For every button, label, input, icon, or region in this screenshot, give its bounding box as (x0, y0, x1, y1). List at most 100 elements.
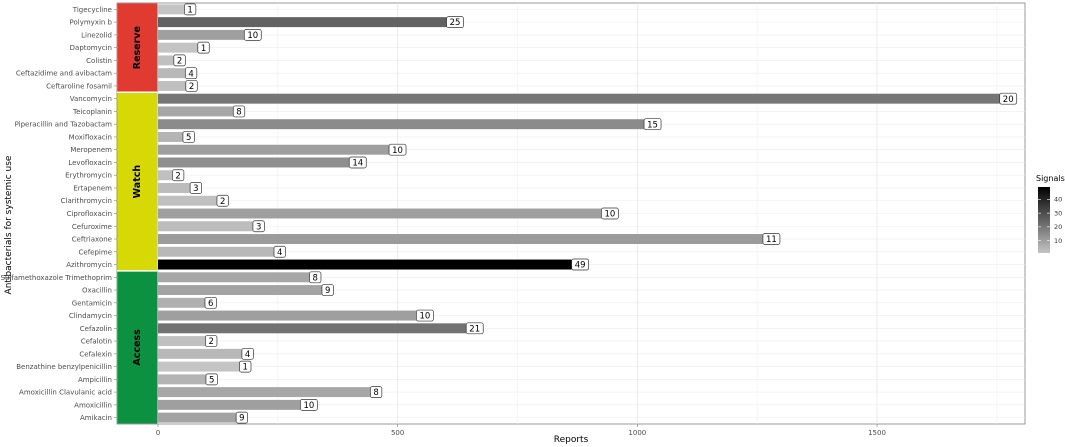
data-labels: 1251012422081551014232103114498961021241… (172, 3, 1018, 424)
x-tick-label-500: 500 (391, 429, 404, 437)
x-axis-title: Reports (554, 435, 589, 445)
data-label-box-levofloxacin (348, 156, 367, 169)
data-label-azithromycin: 49 (575, 261, 586, 271)
y-tick-label-cefalotin: Cefalotin (81, 338, 112, 346)
data-label-box-amikacin (235, 411, 248, 424)
bar-cefuroxime (158, 221, 253, 232)
y-tick-label-cefalexin: Cefalexin (79, 350, 112, 358)
bar-cefalotin (158, 336, 206, 347)
data-label-box-colistin (173, 54, 186, 67)
bars-layer (158, 4, 1000, 423)
bar-cefazolin (158, 323, 467, 334)
data-label-sulfamethoxazole-trimethoprim: 8 (313, 273, 318, 283)
data-label-box-daptomycin (197, 41, 210, 54)
y-tick-label-tigecycline: Tigecycline (72, 6, 112, 14)
data-label-gentamicin: 6 (208, 299, 213, 309)
data-label-box-ceftazidime-and-avibactam (184, 67, 198, 80)
data-label-box-benzathine-benzylpenicillin (239, 360, 252, 373)
data-label-amikacin: 9 (239, 414, 244, 424)
bar-clarithromycin (158, 195, 217, 206)
data-label-moxifloxacin: 5 (186, 133, 191, 143)
data-label-cefalexin: 4 (245, 350, 250, 360)
bar-ertapenem (158, 183, 191, 193)
data-label-box-cefazolin (465, 322, 484, 335)
y-tick-label-ampicillin: Ampicillin (78, 376, 112, 384)
x-tick-label-1500: 1500 (868, 429, 886, 437)
data-label-benzathine-benzylpenicillin: 1 (243, 363, 248, 373)
y-tick-label-ceftazidime-and-avibactam: Ceftazidime and avibactam (16, 70, 112, 78)
data-label-box-clindamycin (416, 309, 434, 322)
data-label-box-ciprofloxacin (601, 207, 619, 220)
data-label-amoxicillin: 10 (303, 401, 314, 411)
group-strip-watch (117, 92, 158, 271)
bar-azithromycin (158, 259, 572, 270)
group-strips: Reserve Watch Access (117, 3, 158, 424)
legend: Signals 10 20 30 40 (1036, 174, 1065, 253)
bar-colistin (158, 55, 174, 66)
bar-daptomycin (158, 42, 198, 53)
bar-levofloxacin (158, 157, 350, 168)
bar-meropenem (158, 144, 390, 155)
data-label-clarithromycin: 2 (220, 197, 225, 207)
legend-color-bar (1038, 187, 1050, 253)
data-label-box-azithromycin (571, 258, 590, 271)
data-label-amoxicillin-clavulanic-acid: 8 (373, 388, 378, 398)
data-label-piperacillin-and-tazobactam: 15 (647, 120, 658, 130)
y-tick-label-amoxicillin-clavulanic-acid: Amoxicillin Clavulanic acid (19, 389, 112, 397)
legend-ticks: 10 20 30 40 (1038, 196, 1062, 245)
legend-tick-label-40: 40 (1054, 196, 1062, 204)
y-tick-label-ciprofloxacin: Ciprofloxacin (67, 210, 112, 218)
legend-tick-label-30: 30 (1054, 209, 1062, 217)
bar-benzathine-benzylpenicillin (158, 361, 240, 372)
y-tick-label-teicoplanin: Teicoplanin (72, 108, 112, 116)
bar-clindamycin (158, 310, 417, 321)
x-tick-label-0: 0 (156, 429, 160, 437)
y-tick-label-ceftaroline-fosamil: Ceftaroline fosamil (46, 82, 112, 90)
data-label-ceftriaxone: 11 (766, 235, 777, 245)
data-label-box-moxifloxacin (182, 131, 195, 143)
group-label-reserve: Reserve (132, 26, 143, 69)
data-label-cefazolin: 21 (469, 324, 480, 334)
bar-sulfamethoxazole-trimethoprim (158, 272, 310, 283)
data-label-box-piperacillin-and-tazobactam (643, 118, 662, 131)
data-label-colistin: 2 (177, 57, 182, 67)
data-label-box-erythromycin (172, 169, 185, 182)
group-strip-access (117, 271, 158, 424)
y-tick-label-daptomycin: Daptomycin (70, 44, 112, 52)
data-label-box-oxacillin (321, 284, 334, 296)
y-tick-label-cefazolin: Cefazolin (80, 325, 112, 333)
x-tick-label-1000: 1000 (628, 429, 646, 437)
data-label-meropenem: 10 (392, 146, 403, 156)
y-tick-label-ceftriaxone: Ceftriaxone (72, 236, 112, 244)
data-label-box-ertapenem (189, 182, 202, 194)
data-label-ceftaroline-fosamil: 2 (189, 82, 194, 92)
bar-ceftriaxone (158, 234, 763, 244)
y-tick-label-erythromycin: Erythromycin (65, 172, 112, 180)
data-label-ciprofloxacin: 10 (604, 210, 615, 220)
data-label-box-meropenem (388, 143, 407, 156)
data-label-levofloxacin: 14 (352, 159, 363, 169)
bar-ceftazidime-and-avibactam (158, 68, 186, 79)
legend-title: Signals (1036, 174, 1065, 183)
y-tick-label-gentamicin: Gentamicin (72, 299, 112, 307)
bar-moxifloxacin (158, 131, 183, 142)
data-label-erythromycin: 2 (175, 171, 180, 181)
x-tick-labels: 0 500 1000 1500 (156, 424, 886, 437)
bar-amoxicillin (158, 399, 301, 410)
y-tick-label-azithromycin: Azithromycin (66, 261, 112, 269)
y-tick-label-cefepime: Cefepime (79, 248, 112, 256)
y-tick-label-polymyxin-b: Polymyxin b (70, 19, 113, 27)
y-tick-label-linezolid: Linezolid (81, 31, 112, 39)
bar-polymyxin-b (158, 17, 447, 28)
bar-piperacillin-and-tazobactam (158, 119, 645, 130)
data-label-box-cefalexin (241, 347, 254, 360)
bar-erythromycin (158, 170, 173, 181)
bar-tigecycline (158, 4, 185, 15)
data-label-box-cefalotin (205, 335, 218, 347)
y-tick-label-amikacin: Amikacin (80, 414, 112, 422)
bar-amoxicillin-clavulanic-acid (158, 387, 371, 398)
y-tick-label-ertapenem: Ertapenem (73, 184, 112, 192)
y-tick-label-benzathine-benzylpenicillin: Benzathine benzylpenicillin (16, 363, 112, 371)
data-label-box-polymyxin-b (446, 16, 464, 28)
y-tick-label-cefuroxime: Cefuroxime (72, 223, 112, 231)
